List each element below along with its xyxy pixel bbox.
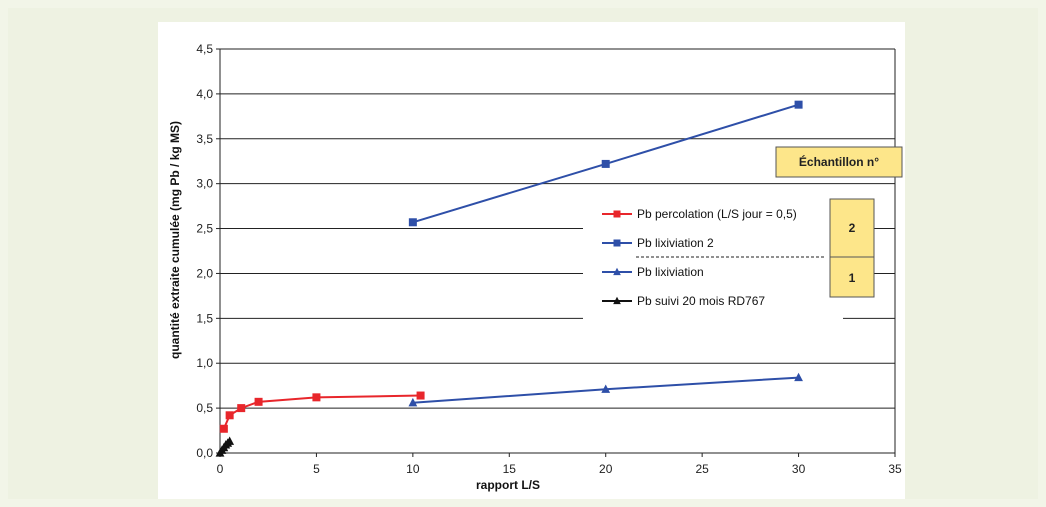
- x-axis-title: rapport L/S: [476, 478, 540, 492]
- y-tick-label: 3,0: [196, 177, 213, 191]
- series-1: [219, 391, 425, 433]
- annotation-title: Échantillon n°: [799, 154, 879, 169]
- data-point: [601, 159, 610, 168]
- series-4: [215, 436, 235, 457]
- data-point: [408, 218, 417, 227]
- figure-background: 0,0 0,5 1,0 1,5 2,0 2,5 3,0 3,5 4,0 4,5 0 5 10 15 20 25…: [8, 8, 1038, 499]
- series-3: [408, 372, 803, 407]
- data-point: [613, 210, 621, 218]
- x-tick-label: 5: [313, 462, 320, 476]
- series-layer: [215, 100, 803, 457]
- legend-label: Pb percolation (L/S jour = 0,5): [637, 207, 797, 221]
- legend-item: Pb lixiviation 2: [602, 236, 714, 250]
- x-tick-label: 10: [406, 462, 420, 476]
- gridlines: [220, 48, 895, 409]
- data-point: [219, 424, 228, 433]
- data-point: [416, 391, 425, 400]
- x-tick-label: 0: [217, 462, 224, 476]
- y-tick-label: 3,5: [196, 132, 213, 146]
- annotation-title-rect: [775, 146, 903, 178]
- x-tick-label: 15: [503, 462, 517, 476]
- line-chart: 0,0 0,5 1,0 1,5 2,0 2,5 3,0 3,5 4,0 4,5 0 5 10 15 20 25…: [168, 42, 903, 492]
- data-point: [794, 372, 803, 382]
- y-tick-label: 2,5: [196, 222, 213, 236]
- legend-item: Pb lixiviation: [602, 265, 704, 279]
- series-line: [222, 394, 421, 430]
- legend-label: Pb lixiviation 2: [637, 236, 714, 250]
- legend-item: Pb percolation (L/S jour = 0,5): [602, 207, 797, 221]
- y-tick-label: 0,5: [196, 401, 213, 415]
- data-point: [613, 267, 621, 276]
- data-point: [601, 384, 611, 393]
- x-tick-label: 25: [695, 462, 709, 476]
- annotation-sample-label: 1: [849, 271, 856, 285]
- data-point: [613, 296, 621, 305]
- x-tick-label: 30: [792, 462, 806, 476]
- data-point: [794, 100, 803, 109]
- y-axis-title: quantité extraite cumulée (mg Pb / kg MS…: [168, 121, 182, 359]
- y-tick-label: 4,5: [196, 42, 213, 56]
- y-tick-label: 1,5: [196, 311, 213, 325]
- x-tick-label: 35: [888, 462, 902, 476]
- series-2: [408, 100, 803, 227]
- data-point: [312, 393, 321, 402]
- data-point: [254, 397, 263, 406]
- axes: 0,0 0,5 1,0 1,5 2,0 2,5 3,0 3,5 4,0 4,5 0 5 10 15 20 25…: [196, 42, 902, 476]
- data-point: [237, 404, 246, 413]
- sample-annotation: Échantillon n° 2 1: [636, 146, 903, 298]
- data-point: [225, 436, 235, 445]
- data-point: [225, 411, 234, 420]
- legend: Pb percolation (L/S jour = 0,5) Pb lixivi…: [583, 199, 843, 322]
- data-point: [613, 239, 621, 247]
- y-tick-label: 2,0: [196, 266, 213, 280]
- legend-label: Pb lixiviation: [637, 265, 704, 279]
- annotation-sample-box: [829, 198, 875, 298]
- data-point: [408, 397, 418, 407]
- x-tick-label: 20: [599, 462, 613, 476]
- y-tick-label: 4,0: [196, 87, 213, 101]
- annotation-title-box: Échantillon n°: [775, 146, 903, 178]
- legend-label: Pb suivi 20 mois RD767: [637, 294, 765, 308]
- legend-item: Pb suivi 20 mois RD767: [602, 294, 765, 308]
- annotation-sample-label: 2: [849, 221, 856, 235]
- chart-panel: 0,0 0,5 1,0 1,5 2,0 2,5 3,0 3,5 4,0 4,5 0 5 10 15 20 25…: [158, 22, 905, 499]
- y-tick-label: 0,0: [196, 446, 213, 460]
- y-tick-label: 1,0: [196, 356, 213, 370]
